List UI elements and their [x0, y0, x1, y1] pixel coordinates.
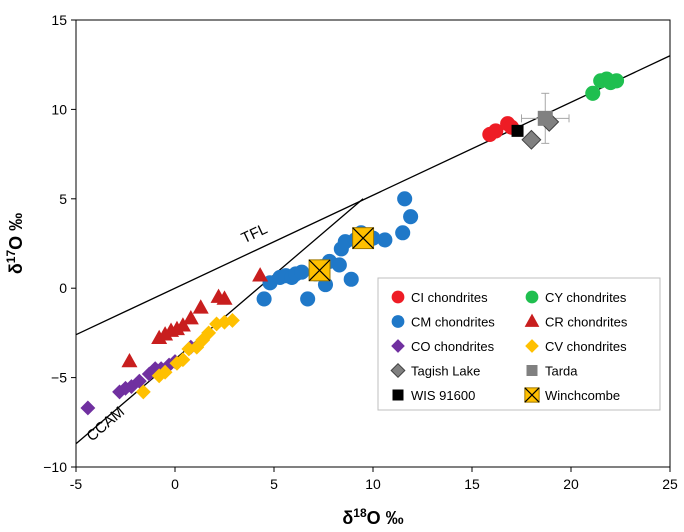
cr-chondrites-point — [121, 352, 138, 368]
legend-item-cv-chondrites: CV chondrites — [525, 339, 627, 354]
y-axis-ticks: −10 −5 0 5 10 15 — [43, 12, 76, 475]
cv-chondrites-point — [157, 364, 173, 380]
legend-label: CM chondrites — [411, 315, 495, 330]
cm-chondrites-point — [300, 291, 316, 307]
cv-chondrites-point — [175, 352, 191, 368]
cm-chondrites-point — [377, 232, 393, 248]
legend-marker-cm-chondrites — [391, 315, 405, 328]
legend-item-co-chondrites: CO chondrites — [391, 339, 495, 354]
legend-label: CV chondrites — [545, 339, 627, 354]
legend-marker-ci-chondrites — [391, 290, 405, 304]
cy-chondrites-point — [609, 73, 625, 89]
cr-chondrites-point — [182, 310, 199, 325]
legend-item-ci-chondrites: CI chondrites — [391, 290, 488, 305]
y-axis-title: δ17O ‰ — [4, 213, 26, 274]
legend-label: CY chondrites — [545, 290, 627, 305]
x-tick-label: 5 — [270, 476, 278, 492]
wis-91600-point — [511, 124, 524, 137]
cv-chondrites-point — [135, 384, 151, 400]
legend-marker-winchcombe — [524, 387, 540, 403]
legend-item-cy-chondrites: CY chondrites — [525, 290, 627, 305]
tarda-point — [537, 110, 553, 126]
legend-marker-cr-chondrites — [524, 313, 540, 327]
tfl-line — [76, 55, 670, 336]
cm-chondrites-point — [395, 225, 411, 241]
legend-marker-co-chondrites — [391, 339, 405, 353]
legend-marker-cv-chondrites — [525, 339, 539, 353]
winchcombe-point — [352, 227, 375, 250]
legend-label: CR chondrites — [545, 315, 628, 330]
x-axis-ticks: -5 0 5 10 15 20 25 — [70, 467, 678, 492]
cm-chondrites-point — [403, 209, 419, 225]
legend-marker-cy-chondrites — [525, 290, 539, 304]
y-tick-label: 15 — [51, 12, 67, 28]
x-tick-label: 20 — [563, 476, 579, 492]
winchcombe-point — [308, 259, 331, 282]
legend-marker-wis-91600 — [392, 389, 404, 401]
legend-item-tagish-lake: Tagish Lake — [390, 362, 480, 379]
cr-chondrites-point — [252, 267, 269, 282]
legend: CI chondrites CM chondrites CO chondrites T… — [377, 277, 661, 411]
legend-label: Tarda — [545, 364, 578, 379]
ci-chondrites-point — [488, 123, 504, 139]
cr-chondrites-point — [216, 290, 233, 305]
x-tick-label: -5 — [70, 476, 83, 492]
cy-chondrites-point — [585, 85, 601, 101]
legend-item-cm-chondrites: CM chondrites — [391, 315, 495, 330]
y-tick-label: −5 — [51, 370, 67, 386]
legend-marker-tarda — [526, 365, 538, 376]
legend-item-winchcombe: Winchcombe — [524, 387, 620, 403]
legend-label: Tagish Lake — [411, 364, 480, 379]
cm-chondrites-point — [331, 257, 347, 273]
legend-item-tarda: Tarda — [526, 364, 578, 379]
legend-label: Winchcombe — [545, 388, 620, 403]
x-axis-title: δ18O ‰ — [342, 506, 403, 528]
y-tick-label: 0 — [59, 280, 67, 296]
data-points — [80, 71, 625, 416]
y-tick-label: 5 — [59, 191, 67, 207]
tagish-lake-point — [521, 129, 542, 150]
legend-item-wis-91600: WIS 91600 — [392, 388, 475, 403]
y-tick-label: −10 — [43, 459, 67, 475]
cm-chondrites-point — [397, 191, 413, 207]
cr-chondrites-point — [192, 299, 209, 314]
cm-chondrites-point — [294, 264, 310, 280]
x-tick-label: 25 — [662, 476, 678, 492]
legend-label: WIS 91600 — [411, 388, 475, 403]
legend-label: CI chondrites — [411, 290, 488, 305]
legend-label: CO chondrites — [411, 339, 495, 354]
x-tick-label: 0 — [171, 476, 179, 492]
cm-chondrites-point — [256, 291, 272, 307]
x-tick-label: 10 — [365, 476, 381, 492]
cm-chondrites-point — [343, 271, 359, 287]
cv-chondrites-point — [224, 312, 240, 328]
y-tick-label: 10 — [51, 101, 67, 117]
x-tick-label: 15 — [464, 476, 480, 492]
legend-box — [377, 277, 661, 411]
co-chondrites-point — [80, 400, 96, 416]
legend-marker-tagish-lake — [390, 362, 406, 379]
cv-chondrites-point — [201, 325, 217, 341]
legend-item-cr-chondrites: CR chondrites — [524, 313, 628, 330]
